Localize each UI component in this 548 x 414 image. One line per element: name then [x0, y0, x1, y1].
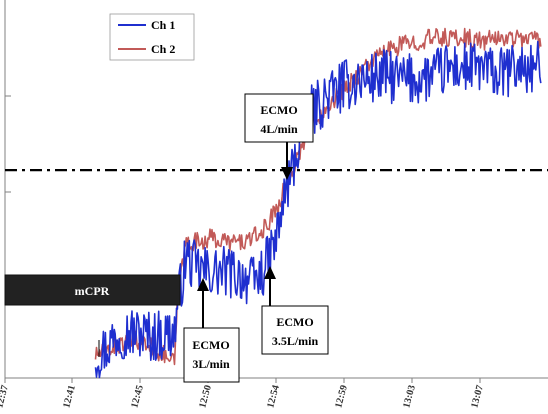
x-tick-label: 12:59	[333, 384, 350, 409]
series-line-ch2	[94, 27, 542, 366]
annotation-line-2: 3.5L/min	[272, 334, 319, 348]
annotation-box	[183, 327, 240, 383]
x-tick-layer: 12:37 12:41 12:45 12:50 12:54 12:59 13:03 13:07	[0, 378, 486, 409]
annotation-box	[244, 93, 314, 143]
x-tick-label: 12:50	[197, 384, 214, 409]
x-tick-label: 12:41	[61, 384, 78, 409]
x-tick-label: 13:03	[401, 384, 418, 409]
x-tick-label: 12:54	[265, 384, 282, 409]
mcpr-bar: mCPR	[4, 274, 181, 306]
legend: Ch 1 Ch 2	[109, 13, 195, 61]
series-line-ch1	[94, 40, 542, 379]
annotation-arrow-head	[264, 266, 276, 279]
annotation-box	[261, 305, 329, 355]
annotation-ecmo-3: ECMO 3L/min	[183, 278, 240, 383]
annotation-line-1: ECMO	[276, 315, 313, 329]
annotation-line-1: ECMO	[192, 338, 229, 352]
series-layer	[94, 27, 542, 379]
annotation-ecmo-3-5: ECMO 3.5L/min	[261, 266, 329, 355]
x-tick-label: 12:37	[0, 384, 11, 409]
x-tick-label: 13:07	[469, 384, 486, 409]
annotation-arrow-head	[197, 278, 209, 291]
legend-label-ch2: Ch 2	[151, 42, 175, 56]
x-tick-label: 12:45	[129, 384, 146, 409]
annotation-arrow-head	[281, 167, 293, 180]
annotation-line-2: 3L/min	[192, 357, 230, 371]
annotation-line-1: ECMO	[260, 103, 297, 117]
legend-label-ch1: Ch 1	[151, 18, 175, 32]
annotation-ecmo-4: ECMO 4L/min	[244, 93, 314, 180]
mcpr-bar-rect	[4, 274, 181, 306]
mcpr-label: mCPR	[75, 284, 110, 298]
annotation-line-2: 4L/min	[260, 122, 298, 136]
legend-box	[109, 13, 195, 61]
